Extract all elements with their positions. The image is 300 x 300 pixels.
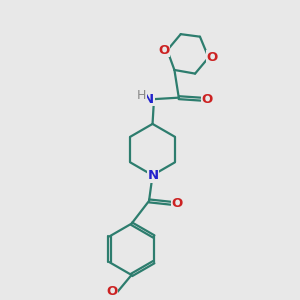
Text: N: N xyxy=(148,169,159,182)
Text: O: O xyxy=(106,285,117,298)
Text: O: O xyxy=(206,51,218,64)
Text: O: O xyxy=(201,93,213,106)
Text: H: H xyxy=(137,89,146,102)
Text: O: O xyxy=(158,44,169,57)
Text: N: N xyxy=(143,93,154,106)
Text: O: O xyxy=(172,197,183,210)
